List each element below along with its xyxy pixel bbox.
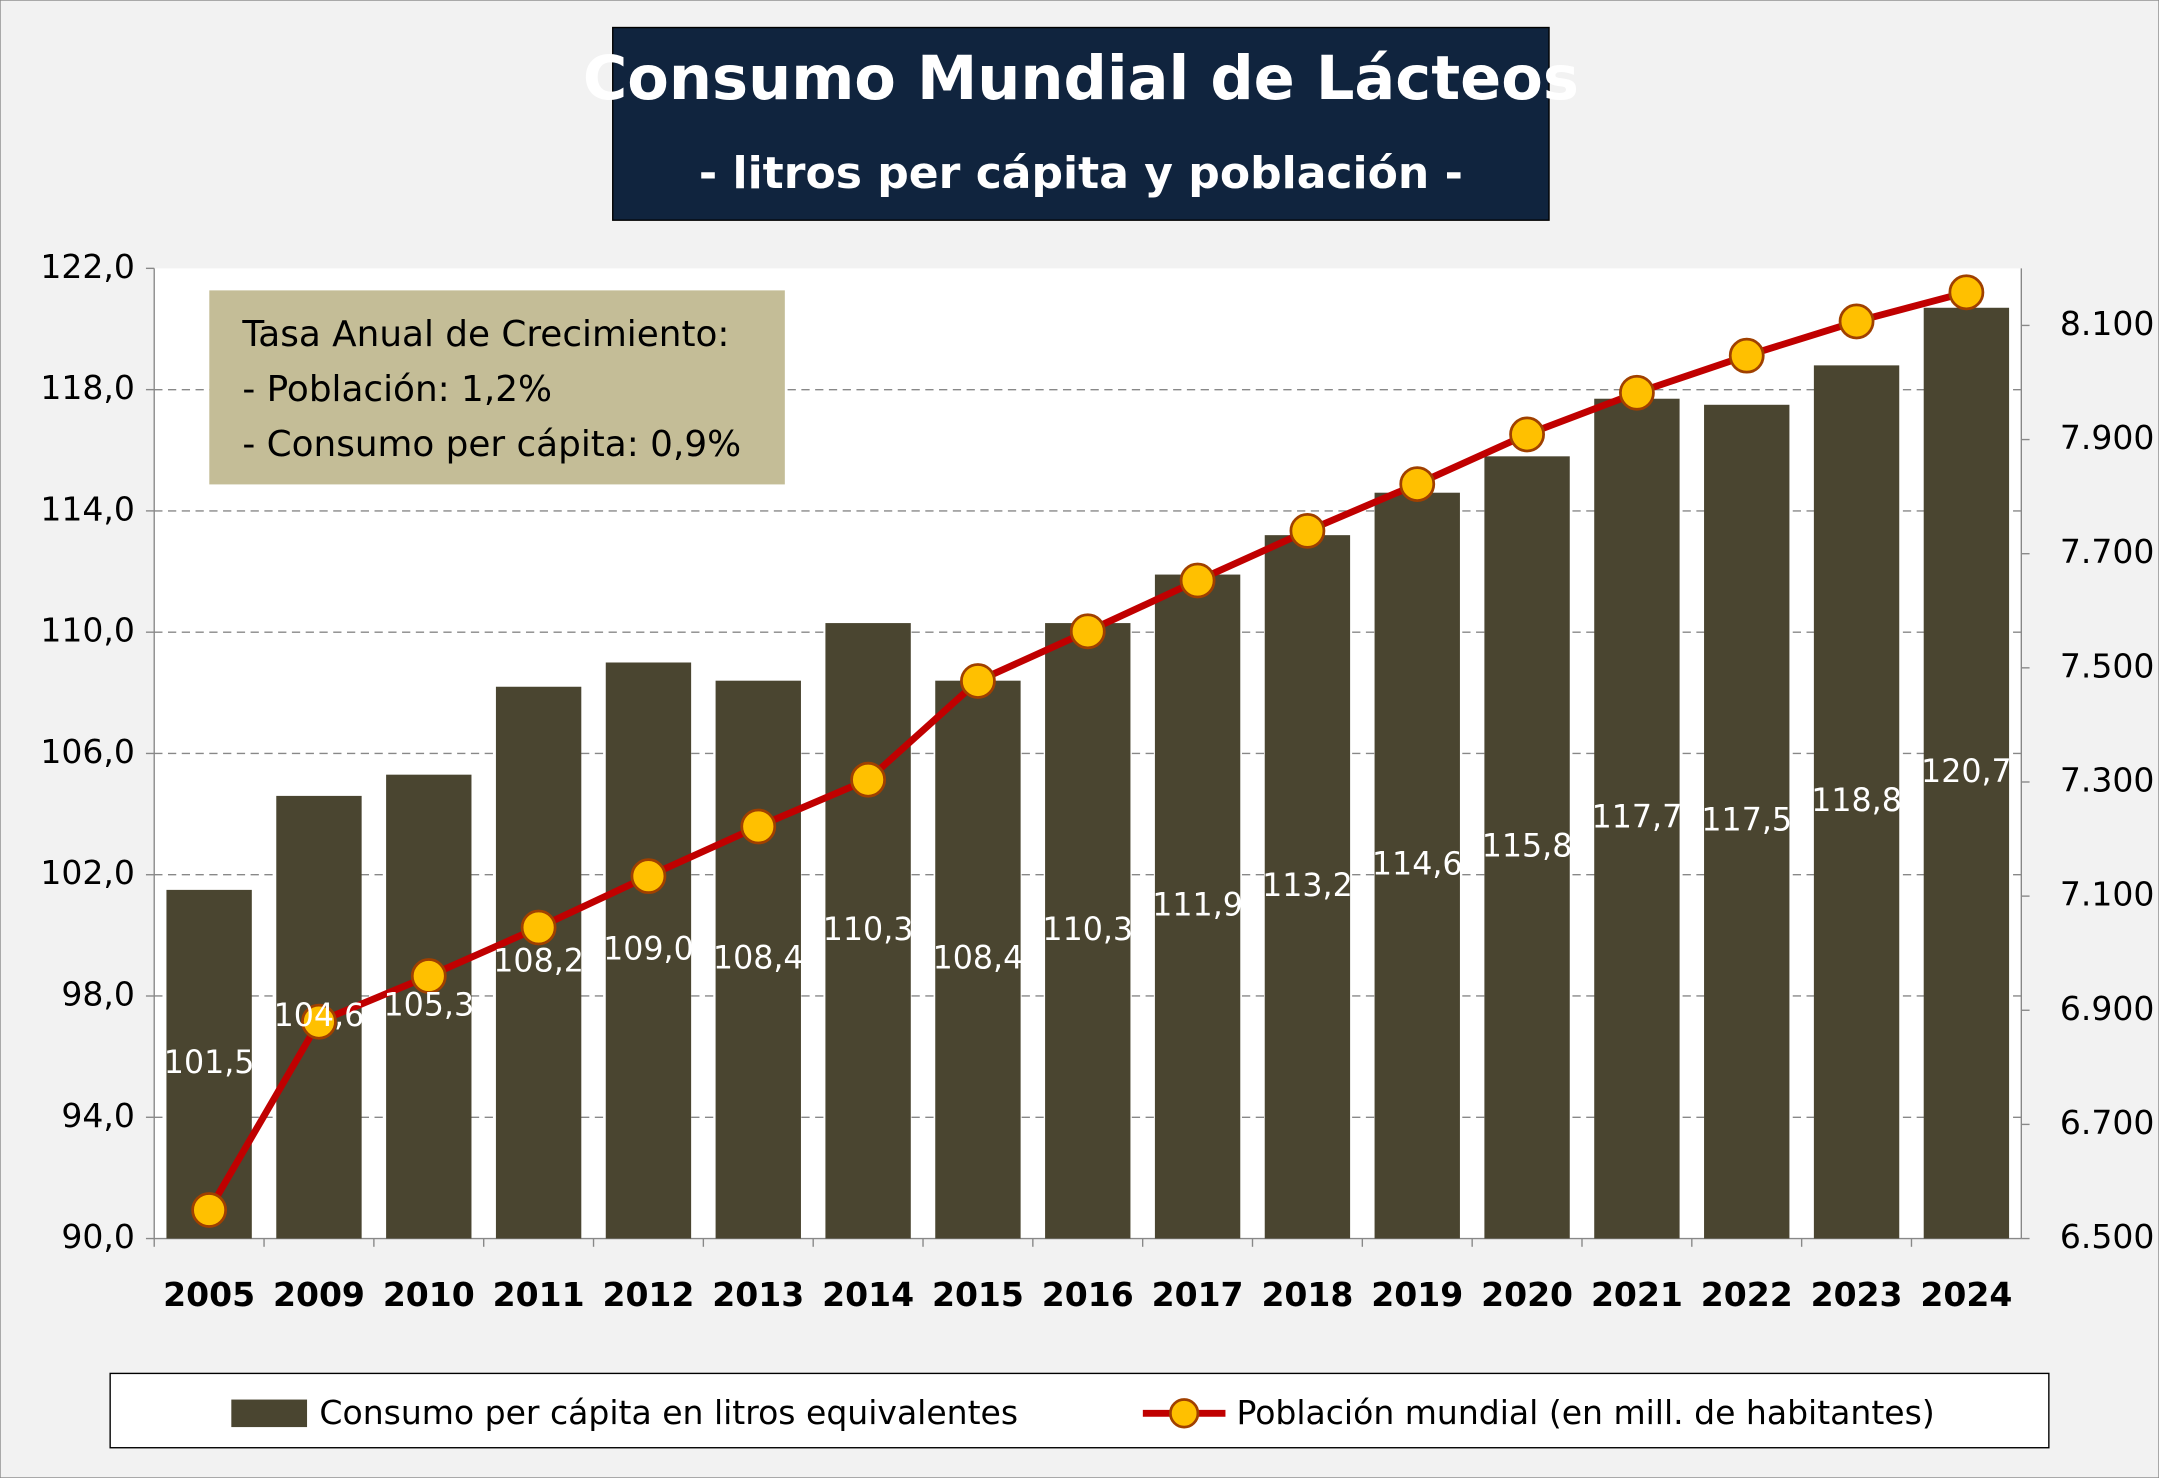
x-tick-label: 2020 [1481,1275,1573,1314]
value-label: 108,2 [493,944,584,980]
bar [1374,492,1460,1239]
value-label: 118,8 [1811,783,1902,819]
marker [1728,337,1765,374]
legend-label: Población mundial (en mill. de habitante… [1236,1393,1934,1432]
y-tick-label: 94,0 [61,1096,135,1135]
value-label: 120,7 [1921,754,2012,790]
value-label: 104,6 [274,998,365,1034]
marker [1619,374,1655,411]
value-label: 110,3 [823,912,914,948]
marker [1948,274,1985,311]
bar [386,774,472,1239]
title-box [612,26,1550,221]
x-tick-label: 2024 [1920,1275,2012,1314]
y-tick-label: 90,0 [61,1217,135,1256]
value-label: 117,7 [1592,800,1683,836]
chart-title: Consumo Mundial de Lácteos [583,44,1579,114]
bar [1264,535,1351,1239]
legend-marker [1168,1398,1200,1429]
marker [410,958,447,994]
y2-tick-label: 7.100 [2060,875,2155,914]
x-tick-label: 2021 [1591,1275,1683,1314]
marker [1399,466,1436,502]
x-tick-label: 2018 [1261,1275,1353,1314]
legend-box [109,1372,2050,1449]
y-tick-label: 118,0 [40,368,135,407]
marker [1179,562,1216,599]
marker [1289,512,1326,549]
marker [630,858,667,895]
bar [1704,404,1790,1239]
y2-tick-label: 8.100 [2060,304,2155,343]
bar [715,680,801,1239]
y-tick-label: 110,0 [40,611,135,650]
bar [1923,307,2010,1239]
annotation-text: Tasa Anual de Crecimiento: [241,314,729,355]
x-tick-label: 2023 [1811,1275,1903,1314]
marker [1838,303,1875,340]
y-tick-label: 98,0 [61,975,135,1014]
value-label: 113,2 [1262,868,1353,904]
value-label: 117,5 [1701,803,1792,839]
bar [1045,623,1131,1239]
bar [825,623,911,1239]
bar [495,686,582,1239]
marker [1069,613,1106,650]
x-tick-label: 2016 [1042,1275,1134,1314]
annotation-box [209,290,785,485]
bar [1154,574,1241,1239]
x-tick-label: 2022 [1701,1275,1793,1314]
y2-tick-label: 7.300 [2060,760,2155,799]
y-tick-label: 106,0 [40,732,135,771]
bar [1813,365,1900,1239]
bar [1594,398,1680,1239]
marker [520,909,557,946]
value-label: 110,3 [1042,912,1133,948]
y2-tick-label: 6.700 [2060,1103,2155,1142]
value-label: 108,4 [713,941,804,977]
y2-tick-label: 7.900 [2060,418,2155,457]
x-tick-label: 2012 [602,1275,694,1314]
x-tick-label: 2005 [163,1275,255,1314]
y2-tick-label: 7.700 [2060,532,2155,571]
x-tick-label: 2017 [1152,1275,1244,1314]
y-tick-label: 122,0 [40,247,135,286]
value-label: 115,8 [1482,828,1573,864]
x-tick-label: 2009 [273,1275,365,1314]
x-tick-label: 2019 [1371,1275,1463,1314]
legend-swatch [231,1399,308,1428]
bar [1484,456,1570,1239]
marker [850,761,887,798]
value-label: 111,9 [1152,888,1243,924]
annotation-text: - Población: 1,2% [242,369,552,410]
bar [935,680,1021,1239]
x-tick-label: 2011 [493,1275,585,1314]
annotation-text: - Consumo per cápita: 0,9% [242,424,741,465]
bar [166,889,252,1239]
value-label: 101,5 [164,1045,255,1081]
y2-tick-label: 6.500 [2060,1217,2155,1256]
y-tick-label: 102,0 [40,853,135,892]
marker [740,808,777,845]
value-label: 114,6 [1372,847,1463,883]
x-tick-label: 2014 [822,1275,914,1314]
value-label: 108,4 [933,941,1024,977]
y2-tick-label: 6.900 [2060,989,2155,1028]
marker [301,1003,337,1040]
value-label: 109,0 [603,932,694,968]
marker [191,1192,228,1228]
legend-label: Consumo per cápita en litros equivalente… [319,1393,1018,1432]
marker [1509,416,1545,453]
x-tick-label: 2015 [932,1275,1024,1314]
marker [960,663,996,699]
x-tick-label: 2013 [712,1275,804,1314]
value-label: 105,3 [383,988,474,1024]
chart-subtitle: - litros per cápita y población - [699,148,1463,199]
y-tick-label: 114,0 [40,489,135,528]
bar [605,662,692,1239]
y2-tick-label: 7.500 [2060,646,2155,685]
x-tick-label: 2010 [383,1275,475,1314]
